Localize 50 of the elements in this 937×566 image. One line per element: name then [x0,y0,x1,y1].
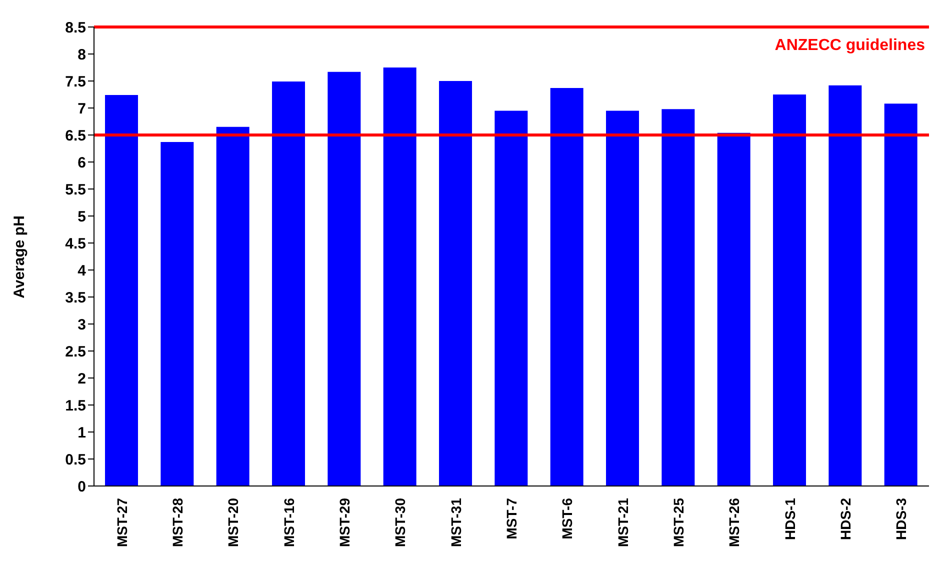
y-tick-label: 2.5 [65,343,86,360]
x-tick-label: MST-30 [392,498,408,548]
y-tick-label: 0 [78,478,86,496]
bar [717,132,750,486]
x-tick-label: MST-6 [559,498,576,540]
y-tick-label: 2 [78,370,86,388]
y-tick-label: 6.5 [65,127,86,144]
y-tick-label: 4.5 [65,235,86,252]
x-tick-label: MST-29 [336,498,352,548]
bar [884,104,918,486]
y-tick-label: 4 [78,262,87,280]
bar [828,85,862,486]
annotation: ANZECC guidelines [774,36,925,55]
bar [439,81,472,486]
y-tick-label: 1 [78,424,86,442]
x-tick-label: MST-21 [614,498,631,548]
bar [216,126,250,486]
y-tick-label: 3 [78,316,86,334]
y-tick-label: 8.5 [65,19,86,36]
y-tick-label: 7 [78,100,86,118]
bar [494,110,528,486]
bar [550,88,584,486]
x-tick-label: MST-28 [170,498,186,548]
y-tick-label: 5.5 [65,181,86,198]
x-tick-label: MST-26 [726,498,742,548]
x-tick-label: HDS-3 [893,498,910,540]
x-tick-label: MST-27 [114,498,130,548]
y-axis-title: Average pH [10,215,29,298]
x-tick-label: HDS-1 [782,498,798,540]
bar [160,142,194,486]
bar [606,110,639,486]
x-tick-label: MST-31 [448,498,464,548]
x-tick-label: MST-7 [504,498,520,540]
y-tick-label: 6 [78,154,86,172]
bar [105,95,138,486]
bar [773,94,806,486]
x-tick-label: MST-16 [280,498,297,548]
y-tick-label: 3.5 [65,289,86,306]
x-tick-label: MST-20 [225,498,242,548]
bar [383,68,416,486]
y-tick-label: 8 [78,46,86,64]
bar [272,82,305,486]
y-tick-label: 1.5 [65,397,86,414]
y-tick-label: 0.5 [65,451,86,468]
x-tick-label: HDS-2 [838,498,854,540]
bar [662,109,695,486]
x-tick-label: MST-25 [670,498,686,548]
y-tick-label: 5 [78,208,86,226]
y-tick-label: 7.5 [65,73,86,90]
bar [328,72,361,486]
